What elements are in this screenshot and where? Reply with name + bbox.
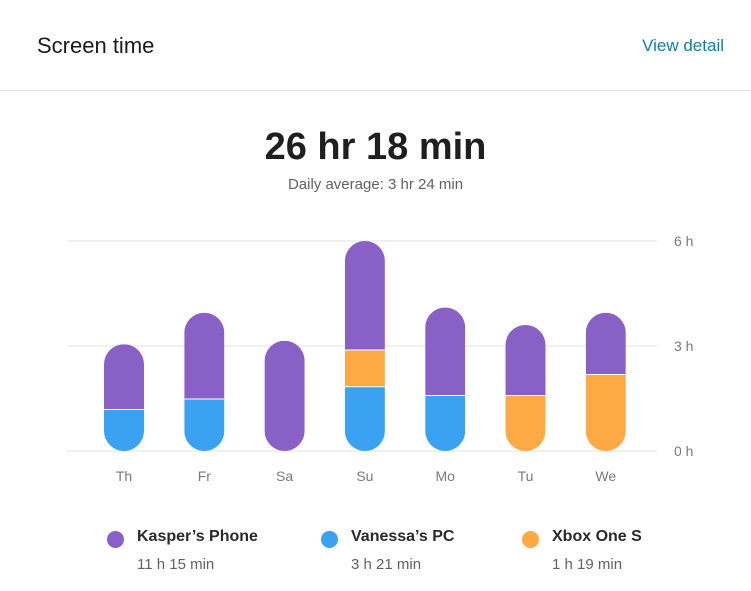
bar-segment (344, 241, 385, 350)
bar-segment (184, 398, 225, 451)
bar-su (344, 241, 385, 451)
legend-value: 11 h 15 min (137, 556, 215, 573)
bar-segment (425, 395, 466, 451)
bar-sa (264, 340, 305, 451)
y-tick-label: 6 h (674, 233, 693, 249)
legend-label: Vanessa’s PC (351, 528, 455, 545)
bar-segment (184, 312, 225, 399)
bar-segment (344, 349, 385, 387)
legend-label: Kasper’s Phone (137, 528, 258, 545)
bar-segment (104, 409, 144, 451)
daily-average: Daily average: 3 hr 24 min (287, 176, 464, 193)
total-screen-time: 26 hr 18 min (264, 126, 487, 168)
x-tick-label: Tu (518, 468, 534, 484)
legend-label: Xbox One S (552, 528, 642, 545)
bar-segment (344, 386, 385, 451)
x-tick-label: Th (116, 468, 132, 484)
legend-value: 3 h 21 min (351, 556, 422, 573)
legend-dot (522, 531, 539, 548)
bar-segment (104, 344, 144, 409)
x-tick-label: Mo (435, 468, 455, 484)
bar-fr (184, 312, 225, 451)
bar-tu (505, 325, 546, 451)
bar-we (585, 312, 626, 451)
bar-segment (505, 395, 546, 451)
bar-th (104, 344, 144, 451)
legend-dot (321, 531, 338, 548)
x-tick-label: We (595, 468, 616, 484)
card-header: Screen time View detail (0, 0, 751, 91)
bar-segment (585, 312, 626, 374)
x-tick-label: Su (356, 468, 373, 484)
bar-mo (425, 307, 466, 451)
view-detail-link[interactable]: View detail (642, 36, 724, 55)
bar-segment (505, 325, 546, 395)
card-title: Screen time (37, 33, 155, 58)
y-tick-label: 3 h (674, 338, 693, 354)
bar-segment (264, 340, 305, 451)
bar-segment (425, 307, 466, 395)
legend-dot (107, 531, 124, 548)
bar-segment (585, 374, 626, 451)
legend-value: 1 h 19 min (552, 556, 623, 573)
x-tick-label: Fr (198, 468, 212, 484)
y-tick-label: 0 h (674, 443, 693, 459)
x-tick-label: Sa (276, 468, 293, 484)
